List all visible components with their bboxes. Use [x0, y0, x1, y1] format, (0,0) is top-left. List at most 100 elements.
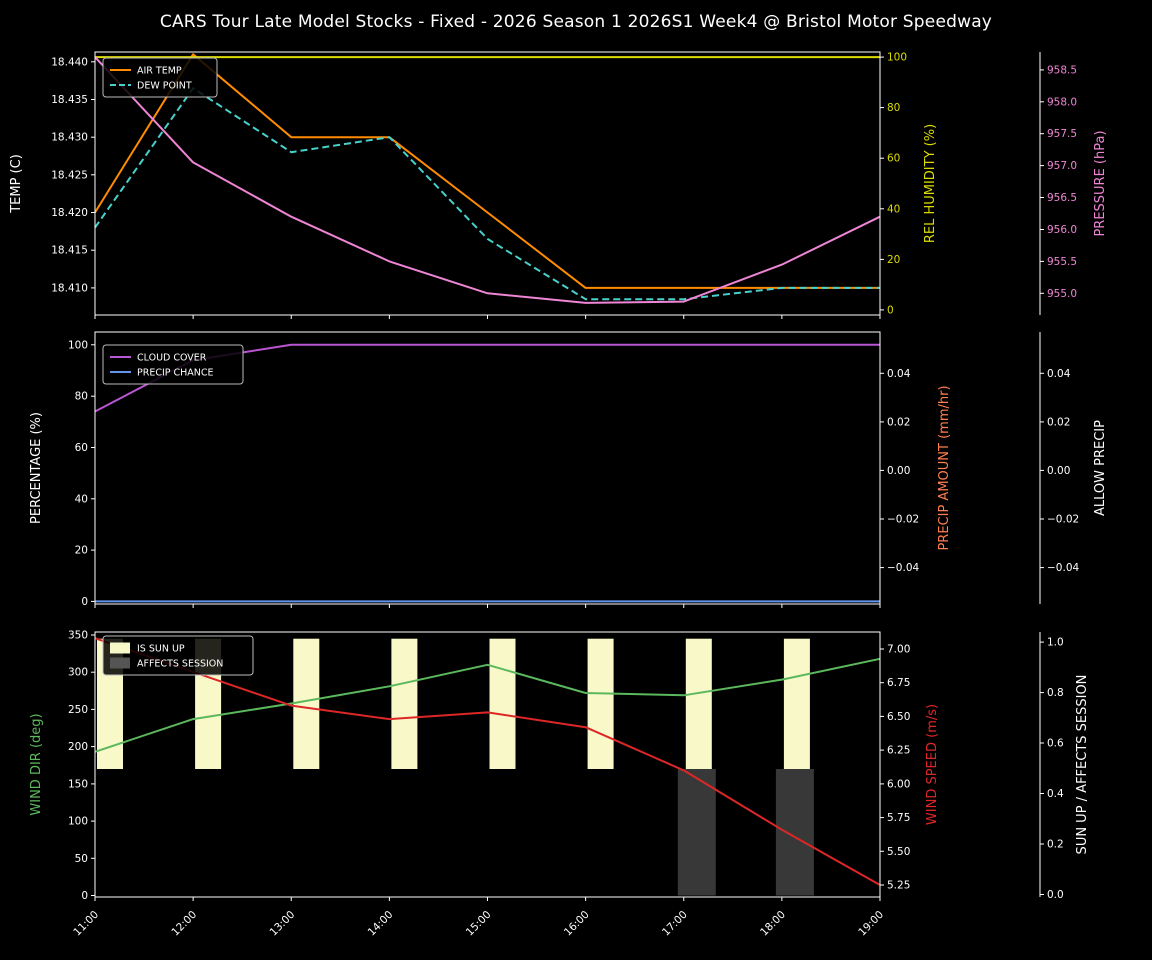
y-tick-label: 20: [75, 545, 88, 557]
y-tick-label: 100: [68, 816, 88, 828]
is-sun-up-bar: [587, 638, 614, 769]
x-axis: 11:00 12:00 13:00 14:00 15:00 16:00 17:00 18:00…: [71, 897, 886, 939]
is-sun-up-bar: [293, 638, 320, 769]
y-tick-label: 0.4: [1047, 788, 1064, 800]
y-tick-label: 0.2: [1047, 839, 1064, 851]
y-tick-label: 6.75: [887, 677, 910, 689]
y-axis-percentage-: 0 20 40 60 80 100 PERCENTAGE (%): [29, 339, 95, 608]
y-tick-label: 7.00: [887, 644, 910, 656]
legend-box: [102, 344, 244, 385]
subplot-cloud-precip: 0 20 40 60 80 100 PERCENTAGE (%) −0.04 −0.02 0.00…: [29, 331, 1108, 608]
y-axis-pressure-hpa-: 955.0 955.5 956.0 956.5 957.0 957.5 958.0 958.5…: [1040, 64, 1108, 300]
axis-label: PRECIP AMOUNT (mm/hr): [937, 385, 952, 550]
y-tick-label: 250: [68, 704, 88, 716]
chart-title: CARS Tour Late Model Stocks - Fixed - 20…: [159, 12, 993, 32]
y-tick-label: 6.00: [887, 778, 910, 790]
dew-point-line: [94, 87, 880, 301]
is-sun-up-bar: [391, 638, 418, 769]
y-tick-label: 958.5: [1047, 64, 1077, 76]
axis-label: REL HUMIDITY (%): [923, 124, 938, 243]
y-axis-wind-dir-deg-: 0 50 100 150 200 250 300 350 WIND DIR (deg): [29, 630, 95, 902]
y-tick-label: 200: [68, 741, 88, 753]
legend: CLOUD COVER PRECIP CHANCE: [102, 344, 244, 385]
y-tick-label: −0.04: [1047, 562, 1079, 574]
y-tick-label: 18.430: [51, 132, 88, 144]
y-tick-label: 955.5: [1047, 256, 1077, 268]
affects-session-bar: [677, 769, 716, 896]
y-tick-label: 957.5: [1047, 128, 1077, 140]
legend-label: AIR TEMP: [137, 66, 182, 77]
y-tick-label: 18.415: [51, 245, 88, 257]
legend-label: AFFECTS SESSION: [137, 659, 223, 670]
y-tick-label: 0.04: [1047, 368, 1071, 380]
is-sun-up-bar: [783, 638, 810, 769]
y-tick-label: −0.04: [887, 562, 919, 574]
legend: IS SUN UP AFFECTS SESSION: [102, 635, 254, 676]
y-tick-label: 0.02: [887, 416, 910, 428]
y-tick-label: 0.6: [1047, 738, 1064, 750]
y-axis-allow-precip: −0.04 −0.02 0.00 0.02 0.04 ALLOW PRECIP: [1040, 368, 1108, 574]
y-tick-label: 60: [75, 442, 88, 454]
y-tick-label: 50: [75, 853, 88, 865]
y-tick-label: 80: [75, 391, 88, 403]
y-tick-label: 1.0: [1047, 637, 1064, 649]
x-tick-label: 15:00: [464, 909, 494, 939]
y-tick-label: −0.02: [1047, 514, 1079, 526]
pressure-line: [94, 56, 881, 304]
is-sun-up-swatch: [110, 642, 130, 654]
legend-label: PRECIP CHANCE: [137, 368, 214, 379]
y-tick-label: 0.04: [887, 368, 911, 380]
legend-box: [102, 57, 218, 98]
y-tick-label: 18.440: [51, 56, 88, 68]
legend-label: IS SUN UP: [137, 644, 185, 655]
legend: AIR TEMP DEW POINT: [102, 57, 218, 98]
axis-label: PRESSURE (hPa): [1093, 130, 1108, 236]
is-sun-up-bar: [489, 638, 516, 769]
axis-label: PERCENTAGE (%): [29, 412, 44, 524]
axis-label: WIND DIR (deg): [29, 713, 44, 815]
y-axis-precip-amount-mm-hr-: −0.04 −0.02 0.00 0.02 0.04 PRECIP AMOUNT (mm/…: [880, 368, 952, 574]
y-axis-wind-speed-m-s-: 5.25 5.50 5.75 6.00 6.25 6.50 6.75 7.00 WIND SPE…: [880, 644, 940, 892]
axis-label: ALLOW PRECIP: [1093, 420, 1108, 516]
y-tick-label: 5.25: [887, 880, 910, 892]
wind-dir-line: [94, 657, 881, 753]
y-tick-label: 18.410: [51, 282, 88, 294]
y-tick-label: 300: [68, 667, 88, 679]
affects-session-swatch: [110, 657, 130, 669]
axis-label: WIND SPEED (m/s): [925, 704, 940, 825]
y-tick-label: 150: [68, 778, 88, 790]
y-tick-label: −0.02: [887, 514, 919, 526]
y-tick-label: 5.50: [887, 846, 910, 858]
y-tick-label: 0.00: [887, 465, 910, 477]
wind-speed-line: [94, 637, 881, 886]
y-tick-label: 0.8: [1047, 687, 1064, 699]
y-tick-label: 20: [887, 254, 900, 266]
x-tick-label: 11:00: [71, 909, 101, 939]
legend-label: DEW POINT: [137, 81, 192, 92]
legend-box: [102, 635, 254, 676]
x-axis: [94, 604, 881, 608]
y-tick-label: 100: [887, 52, 907, 64]
y-axis-temp-c-: 18.410 18.415 18.420 18.425 18.430 18.435 18.4…: [9, 56, 95, 294]
y-tick-label: 40: [75, 493, 88, 505]
y-tick-label: 18.420: [51, 207, 88, 219]
y-tick-label: 957.0: [1047, 160, 1077, 172]
y-tick-label: 18.425: [51, 169, 88, 181]
x-tick-label: 17:00: [660, 909, 690, 939]
y-tick-label: 0: [81, 890, 88, 902]
x-tick-label: 14:00: [366, 909, 396, 939]
y-tick-label: 0: [887, 304, 894, 316]
x-tick-label: 12:00: [169, 909, 199, 939]
y-tick-label: 350: [68, 630, 88, 642]
air-temp-line: [94, 53, 880, 289]
y-axis-sun-up-affects-session: 0.0 0.2 0.4 0.6 0.8 1.0 SUN UP / AFFECTS SESSI…: [1040, 637, 1090, 901]
y-tick-label: 956.0: [1047, 224, 1077, 236]
y-tick-label: 40: [887, 203, 900, 215]
x-tick-label: 19:00: [856, 909, 886, 939]
y-tick-label: 956.5: [1047, 192, 1077, 204]
x-tick-label: 16:00: [562, 909, 592, 939]
subplot-wind-sun: 11:00 12:00 13:00 14:00 15:00 16:00 17:00 18:00…: [29, 630, 1090, 939]
legend-label: CLOUD COVER: [137, 353, 207, 364]
